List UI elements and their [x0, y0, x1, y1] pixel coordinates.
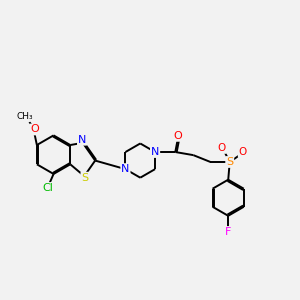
Text: N: N — [151, 147, 159, 157]
Text: S: S — [226, 157, 233, 167]
Text: N: N — [78, 135, 86, 145]
Text: O: O — [239, 147, 247, 157]
Text: O: O — [30, 124, 39, 134]
Text: N: N — [121, 164, 130, 174]
Text: CH₃: CH₃ — [16, 112, 33, 121]
Text: O: O — [173, 131, 182, 141]
Text: Cl: Cl — [43, 183, 53, 193]
Text: F: F — [225, 227, 231, 237]
Text: O: O — [218, 143, 226, 153]
Text: S: S — [81, 173, 88, 183]
